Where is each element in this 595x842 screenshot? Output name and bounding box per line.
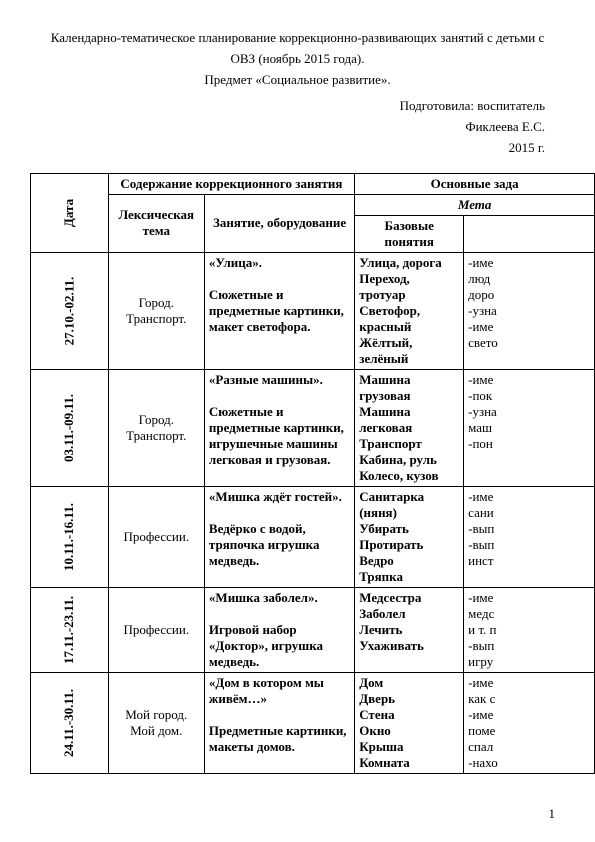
th-lesson: Занятие, оборудование	[204, 194, 354, 252]
cell-base-concepts: МедсестраЗаболелЛечитьУхаживать	[355, 587, 464, 672]
th-tasks-sub	[464, 215, 595, 252]
th-base: Базовые понятия	[355, 215, 464, 252]
cell-date: 27.10.-02.11.	[31, 252, 109, 369]
table-body: 27.10.-02.11.Город. Транспорт.«Улица».Сю…	[31, 252, 595, 773]
cell-lexical-theme: Профессии.	[108, 587, 204, 672]
table-row: 24.11.-30.11.Мой город. Мой дом.«Дом в к…	[31, 672, 595, 773]
cell-lesson: «Дом в котором мы живём…»Предметные карт…	[204, 672, 354, 773]
cell-lexical-theme: Город. Транспорт.	[108, 369, 204, 486]
cell-lexical-theme: Мой город. Мой дом.	[108, 672, 204, 773]
cell-lexical-theme: Профессии.	[108, 486, 204, 587]
th-date-label: Дата	[61, 199, 77, 227]
th-meta: Мета	[355, 194, 595, 215]
cell-base-concepts: Улица, дорогаПереход, тротуарСветофор, к…	[355, 252, 464, 369]
cell-tasks: -имемедси т. п-выпигру	[464, 587, 595, 672]
cell-tasks: -имелюддоро-узна-имесвето	[464, 252, 595, 369]
th-date: Дата	[31, 173, 109, 252]
prep-line-2: Фиклеева Е.С.	[30, 117, 545, 138]
table-row: 27.10.-02.11.Город. Транспорт.«Улица».Сю…	[31, 252, 595, 369]
cell-tasks: -имесани-вып-выпинст	[464, 486, 595, 587]
prepared-by: Подготовила: воспитатель Фиклеева Е.С. 2…	[30, 96, 595, 158]
prep-line-1: Подготовила: воспитатель	[30, 96, 545, 117]
table-row: 17.11.-23.11.Профессии.«Мишка заболел».И…	[31, 587, 595, 672]
prep-line-3: 2015 г.	[30, 138, 545, 159]
cell-date: 10.11.-16.11.	[31, 486, 109, 587]
th-lex: Лексическая тема	[108, 194, 204, 252]
cell-lesson: «Улица».Сюжетные и предметные картинки, …	[204, 252, 354, 369]
table-row: 10.11.-16.11.Профессии.«Мишка ждёт госте…	[31, 486, 595, 587]
cell-date: 24.11.-30.11.	[31, 672, 109, 773]
header-line-1: Календарно-тематическое планирование кор…	[30, 28, 565, 49]
th-tasks: Основные зада	[355, 173, 595, 194]
cell-tasks: -имекак с-имепомеспал-нахо	[464, 672, 595, 773]
page-number: 1	[549, 806, 556, 822]
cell-lesson: «Мишка заболел».Игровой набор «Доктор», …	[204, 587, 354, 672]
header-line-3: Предмет «Социальное развитие».	[30, 70, 565, 91]
cell-tasks: -име-пок-узнамаш-пон	[464, 369, 595, 486]
document-header: Календарно-тематическое планирование кор…	[30, 28, 595, 90]
cell-base-concepts: ДомДверьСтенаОкноКрышаКомната	[355, 672, 464, 773]
cell-lesson: «Разные машины».Сюжетные и предметные ка…	[204, 369, 354, 486]
cell-date: 03.11.-09.11.	[31, 369, 109, 486]
cell-lexical-theme: Город. Транспорт.	[108, 252, 204, 369]
th-content: Содержание коррекционного занятия	[108, 173, 355, 194]
cell-base-concepts: Санитарка (няня)УбиратьПротиратьВедроТря…	[355, 486, 464, 587]
planning-table: Дата Содержание коррекционного занятия О…	[30, 173, 595, 774]
header-line-2: ОВЗ (ноябрь 2015 года).	[30, 49, 565, 70]
table-row: 03.11.-09.11.Город. Транспорт.«Разные ма…	[31, 369, 595, 486]
cell-date: 17.11.-23.11.	[31, 587, 109, 672]
cell-lesson: «Мишка ждёт гостей».Ведёрко с водой, тря…	[204, 486, 354, 587]
cell-base-concepts: Машина грузоваяМашина легковаяТранспортК…	[355, 369, 464, 486]
